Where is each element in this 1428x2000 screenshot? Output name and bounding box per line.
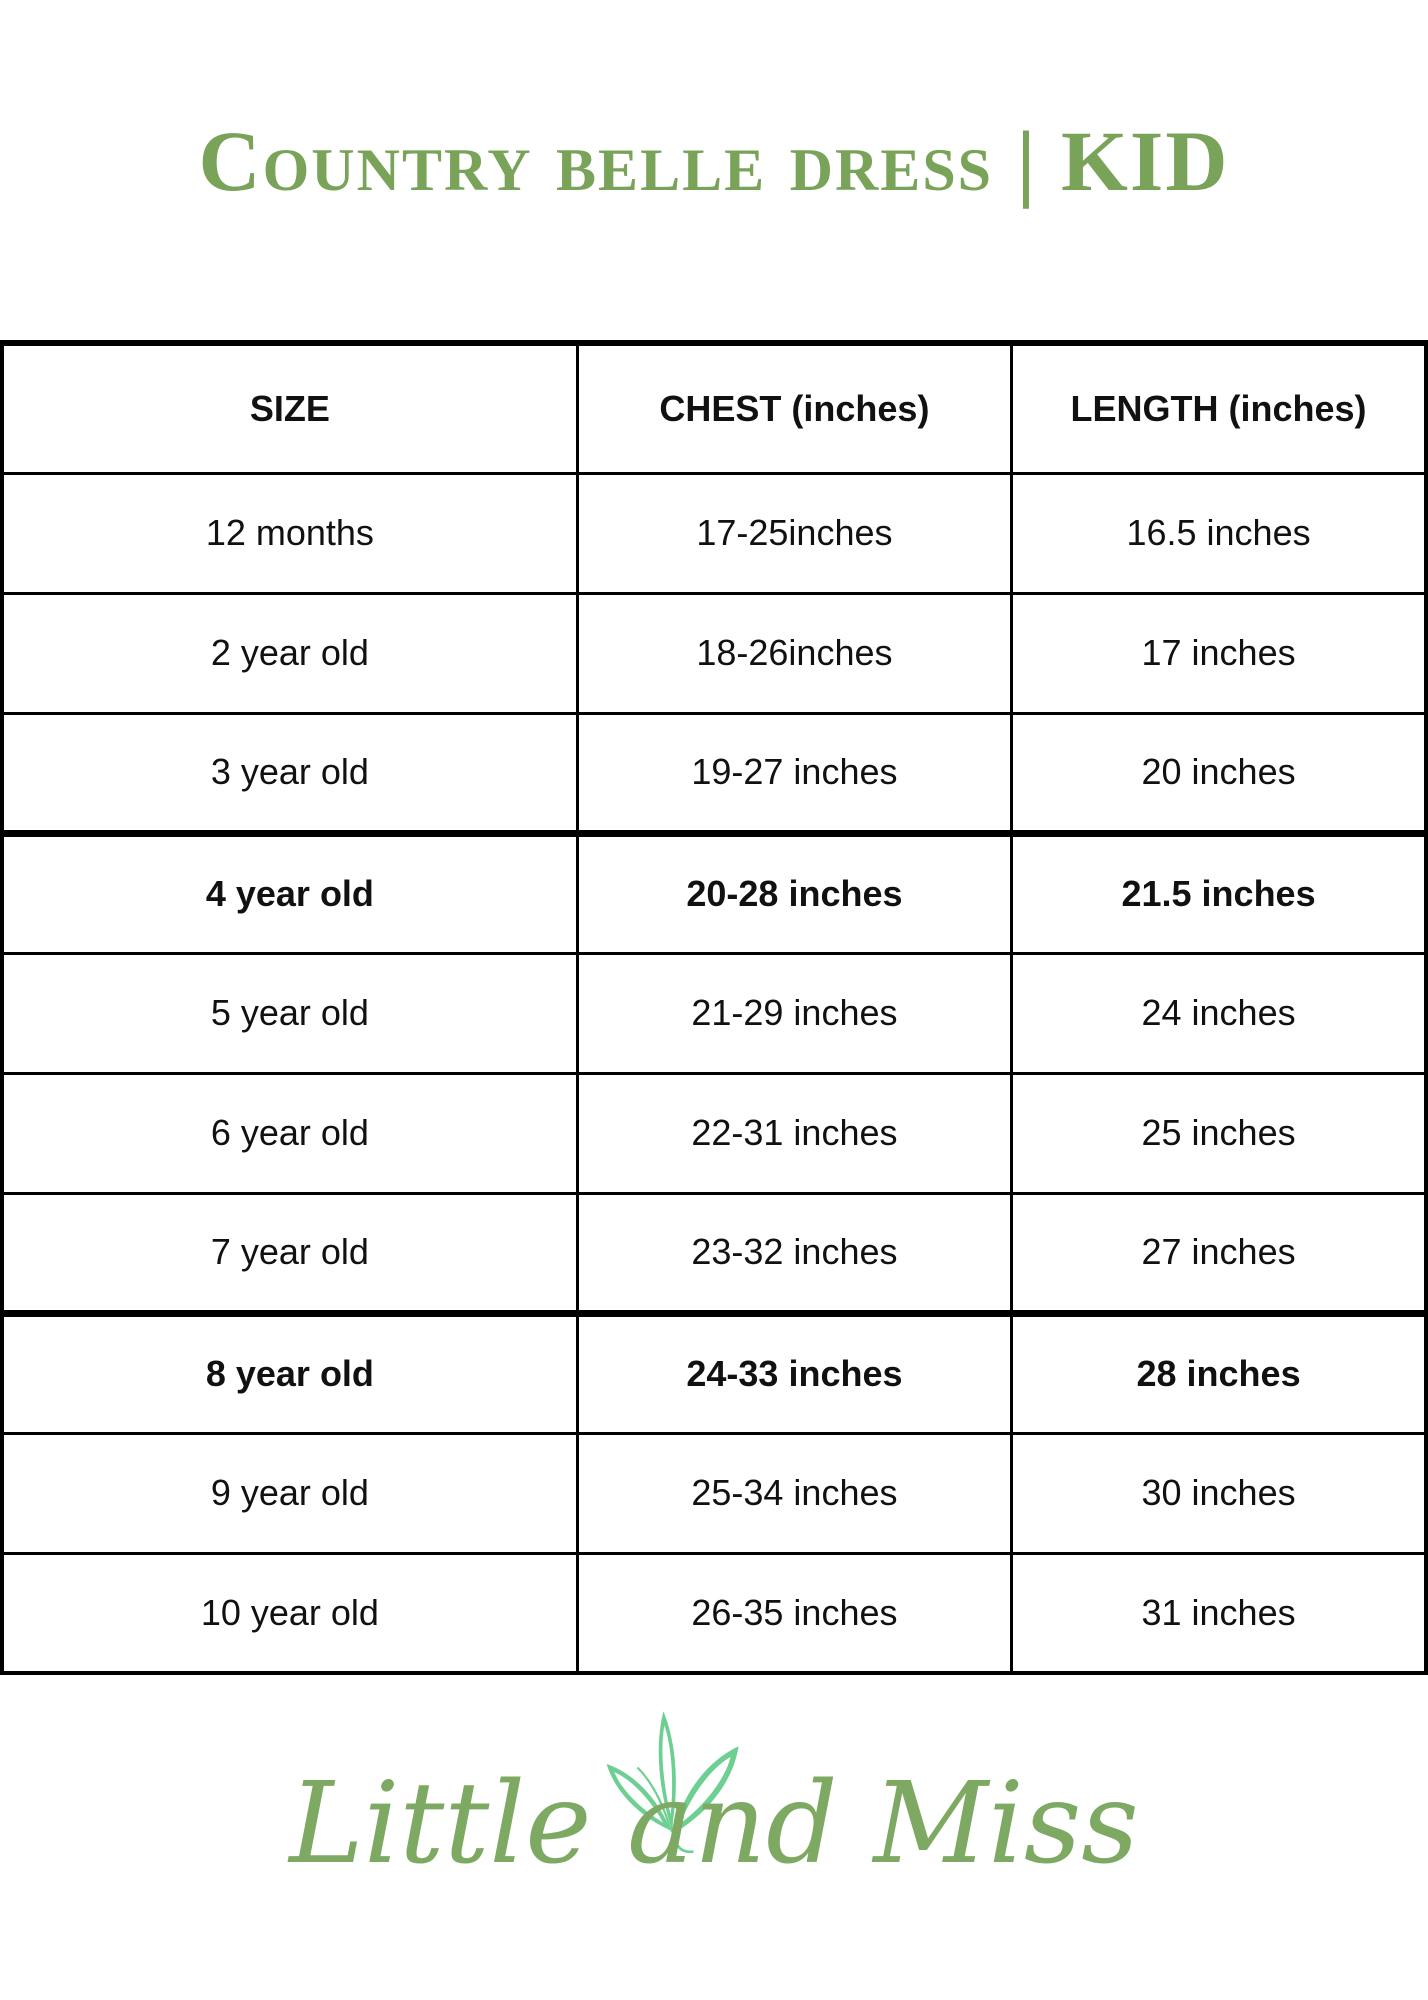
column-header-chest: CHEST (inches) [575,341,1014,475]
chest-cell: 24-33 inches [575,1309,1014,1435]
table-row: 4 year old 20-28 inches 21.5 inches [0,829,1428,955]
size-chart-table: SIZE CHEST (inches) LENGTH (inches) 12 m… [0,340,1428,1675]
size-cell: 2 year old [0,591,579,715]
brand-logo-text: Little and Miss [289,1759,1139,1889]
length-cell: 24 inches [1010,951,1428,1075]
table-row: 6 year old 22-31 inches 25 inches [0,1071,1428,1195]
length-cell: 17 inches [1010,591,1428,715]
table-row: 9 year old 25-34 inches 30 inches [0,1431,1428,1555]
length-cell: 21.5 inches [1010,829,1428,955]
size-cell: 4 year old [0,829,579,955]
brand-logo: Little and Miss [0,1672,1428,2000]
table-row: 7 year old 23-32 inches 27 inches [0,1191,1428,1315]
size-cell: 5 year old [0,951,579,1075]
size-cell: 3 year old [0,711,579,835]
size-cell: 10 year old [0,1551,579,1675]
table-row: 10 year old 26-35 inches 31 inches [0,1551,1428,1675]
chest-cell: 26-35 inches [575,1551,1014,1675]
length-cell: 16.5 inches [1010,471,1428,595]
table-row: 3 year old 19-27 inches 20 inches [0,711,1428,835]
chest-cell: 17-25inches [575,471,1014,595]
size-cell: 12 months [0,471,579,595]
table-header-row: SIZE CHEST (inches) LENGTH (inches) [0,341,1428,475]
chest-cell: 22-31 inches [575,1071,1014,1195]
size-cell: 9 year old [0,1431,579,1555]
length-cell: 25 inches [1010,1071,1428,1195]
chest-cell: 18-26inches [575,591,1014,715]
length-cell: 30 inches [1010,1431,1428,1555]
table-row: 8 year old 24-33 inches 28 inches [0,1309,1428,1435]
length-cell: 31 inches [1010,1551,1428,1675]
column-header-length: LENGTH (inches) [1010,341,1428,475]
page-title: Country belle dress | KID [198,113,1230,209]
table-row: 5 year old 21-29 inches 24 inches [0,951,1428,1075]
table-row: 12 months 17-25inches 16.5 inches [0,471,1428,595]
size-cell: 7 year old [0,1191,579,1315]
chest-cell: 23-32 inches [575,1191,1014,1315]
length-cell: 20 inches [1010,711,1428,835]
size-cell: 8 year old [0,1309,579,1435]
length-cell: 27 inches [1010,1191,1428,1315]
table-row: 2 year old 18-26inches 17 inches [0,591,1428,715]
column-header-size: SIZE [0,341,579,475]
chest-cell: 25-34 inches [575,1431,1014,1555]
butterfly-icon [599,1710,749,1854]
chest-cell: 20-28 inches [575,829,1014,955]
length-cell: 28 inches [1010,1309,1428,1435]
size-cell: 6 year old [0,1071,579,1195]
chest-cell: 19-27 inches [575,711,1014,835]
chest-cell: 21-29 inches [575,951,1014,1075]
